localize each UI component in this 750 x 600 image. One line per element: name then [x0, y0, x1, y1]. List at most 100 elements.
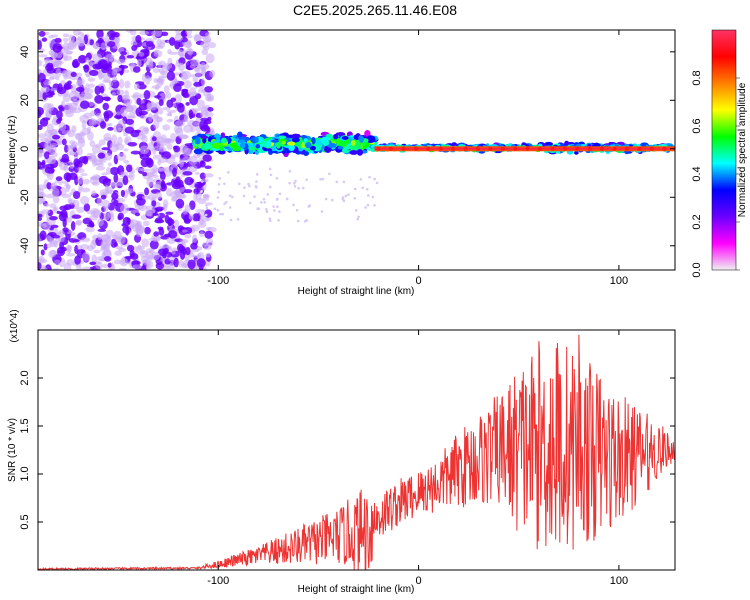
spectrogram-cell	[107, 162, 112, 167]
colorbar-ticks: 0.0 0.2 0.4 0.6 0.8	[691, 70, 740, 278]
spectrogram-cell	[113, 32, 120, 38]
spectrogram-cell	[129, 249, 135, 259]
spectrogram-y-label: Frequency (Hz)	[7, 116, 18, 185]
spectrogram-cell	[65, 253, 76, 257]
spectrogram-cell	[39, 230, 47, 241]
spectrogram-cell	[163, 85, 170, 94]
spectrogram-cell	[103, 110, 114, 119]
spectrogram-cell	[172, 167, 177, 177]
spectrogram-cell	[213, 207, 217, 211]
spectrogram-cell	[125, 30, 134, 33]
spectrogram-cell	[92, 53, 102, 63]
spectrogram-cell	[50, 152, 58, 158]
spectrogram-cell	[190, 74, 197, 78]
spectrogram-cell	[44, 166, 55, 174]
spectrogram-cell	[200, 135, 209, 140]
colorbar: 0.0 0.2 0.4 0.6 0.8 Normalized spectral ampl…	[691, 29, 748, 278]
spectrogram-cell	[45, 109, 52, 119]
spectrogram-cell	[303, 151, 310, 156]
spectrogram-cell	[513, 146, 518, 151]
spectrogram-cell	[144, 57, 153, 67]
spectrogram-cell	[344, 194, 348, 198]
spectrogram-cell	[237, 131, 243, 138]
spectrogram-cell	[78, 54, 87, 64]
spectrogram-cell	[438, 146, 443, 151]
spectrogram-cell	[223, 202, 226, 206]
spectrogram-cell	[203, 173, 214, 178]
spectrogram-cell	[206, 198, 209, 201]
spectrogram-cell	[166, 218, 175, 226]
spectrogram-cell	[103, 132, 112, 141]
spectrogram-cell	[41, 209, 51, 215]
spectrogram-cell	[72, 60, 79, 69]
chart-title: C2E5.2025.265.11.46.E08	[293, 2, 457, 18]
spectrogram-cell	[221, 212, 224, 216]
spectrogram-cell	[291, 133, 301, 140]
spectrogram-cell	[347, 193, 350, 196]
spectrogram-cell	[62, 41, 69, 52]
spectrogram-cell	[117, 197, 126, 203]
spectrogram-cell	[84, 83, 90, 93]
spectrogram-cell	[138, 125, 148, 136]
spectrogram-cell	[451, 146, 456, 151]
spectrogram-cell	[191, 108, 202, 112]
snr-y-tick-label: 0.5	[19, 514, 31, 529]
spectrogram-cell	[200, 66, 206, 75]
spectrogram-cell	[61, 193, 72, 198]
spectrogram-cell	[359, 178, 363, 181]
spectrogram-cell	[162, 124, 171, 131]
spectrogram-cell	[146, 176, 154, 187]
spectrogram-cell	[88, 215, 99, 221]
spectrogram-cell	[218, 176, 222, 180]
snr-y-tick-label: 1.5	[19, 418, 31, 433]
spectrogram-cell	[366, 203, 370, 207]
spectrogram-cell	[134, 212, 141, 217]
spectrogram-cell	[200, 160, 205, 165]
spectrogram-cell	[142, 73, 147, 83]
spectrogram-cell	[270, 139, 280, 143]
spectrogram-cell	[188, 213, 194, 220]
spectrogram-cell	[191, 254, 201, 258]
spectrogram-cell	[162, 265, 170, 270]
spectrogram-cell	[126, 54, 135, 59]
spectrogram-cell	[537, 146, 542, 151]
spectrogram-cell	[272, 205, 275, 208]
spectrogram-cell	[55, 67, 62, 78]
spectrogram-cell	[194, 93, 202, 100]
spectrogram-cell	[234, 138, 240, 142]
spectrogram-marks	[38, 30, 675, 270]
spectrogram-cell	[87, 126, 92, 134]
spectrogram-cell	[195, 171, 200, 175]
spectrogram-cell	[265, 210, 269, 214]
spectrogram-cell	[111, 91, 117, 97]
spectrogram-cell	[324, 197, 328, 201]
spectrogram-cell	[113, 69, 118, 76]
spectrogram-cell	[125, 118, 135, 125]
spectrogram-cell	[373, 204, 376, 207]
spectrogram-cell	[236, 217, 240, 221]
spectrogram-cell	[276, 197, 279, 201]
spectrogram-cell	[38, 124, 43, 131]
spectrogram-y-ticks: -40 -20 0 20 40	[19, 46, 675, 254]
spectrogram-cell	[120, 203, 130, 214]
spectrogram-cell	[146, 172, 155, 178]
spectrogram-cell	[117, 215, 122, 221]
spectrogram-cell	[364, 141, 370, 148]
spectrogram-cell	[38, 255, 45, 264]
spectrogram-cell	[207, 116, 212, 121]
spectrogram-cell	[151, 136, 157, 142]
spectrogram-cell	[183, 80, 192, 89]
colorbar-tick-label: 0.8	[691, 70, 703, 85]
spectrogram-cell	[201, 48, 209, 56]
spectrogram-cell	[349, 150, 359, 155]
spectrogram-cell	[62, 38, 69, 43]
spectrogram-cell	[38, 72, 46, 83]
spectrogram-cell	[135, 197, 146, 206]
spectrogram-cell	[69, 163, 75, 169]
spectrogram-cell	[637, 146, 642, 151]
spectrogram-cell	[322, 139, 330, 146]
spectrogram-cell	[160, 134, 167, 143]
spectrogram-cell	[100, 243, 107, 250]
spectrogram-cell	[72, 190, 81, 199]
